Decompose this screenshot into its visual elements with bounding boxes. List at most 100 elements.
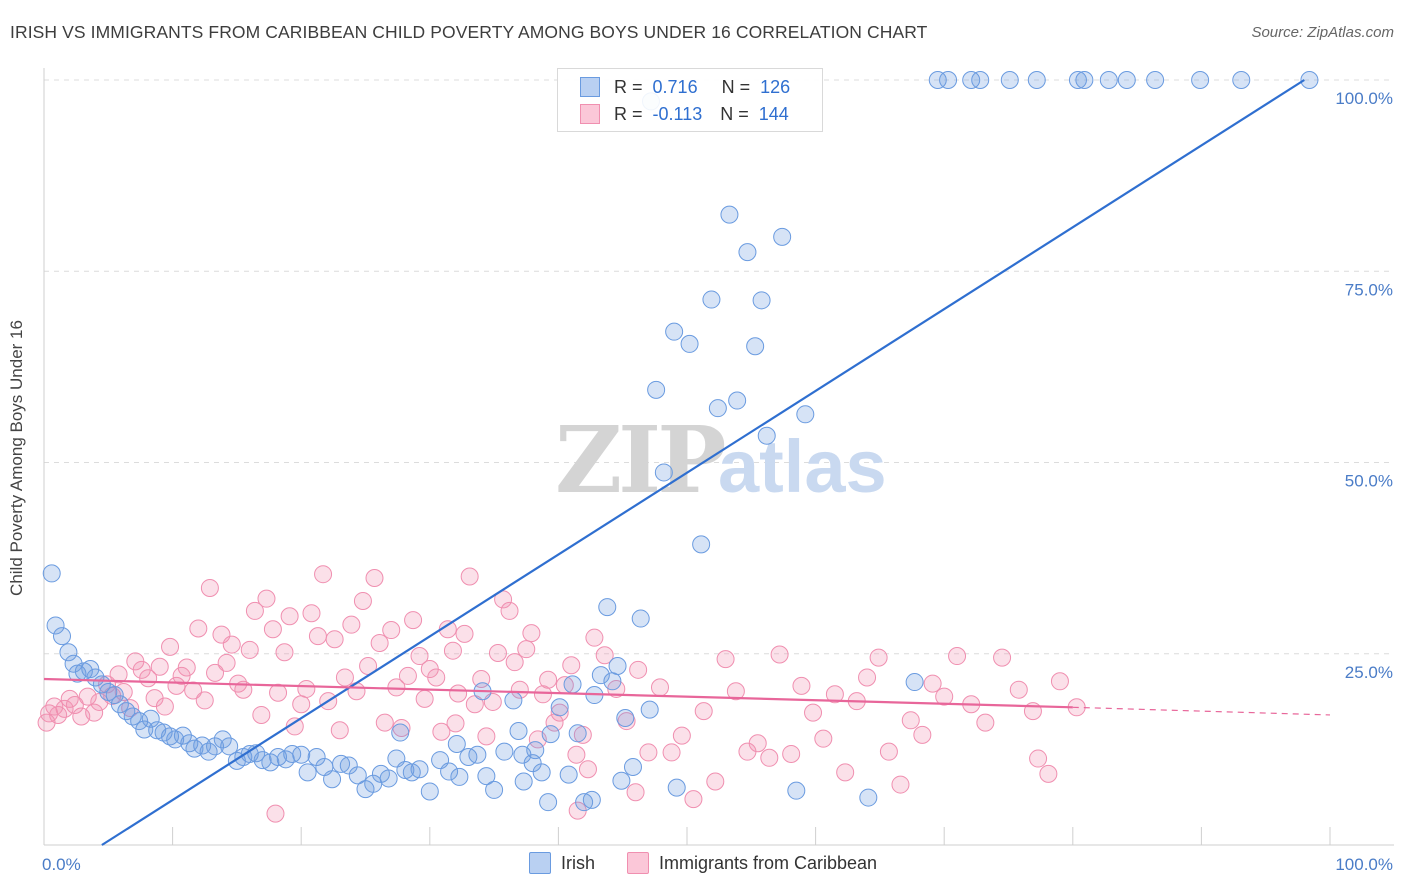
irish-point (1191, 71, 1210, 89)
irish-point (1000, 71, 1019, 89)
irish-point (64, 654, 83, 673)
irish-point (292, 745, 311, 764)
caribbean-point (240, 640, 259, 659)
caribbean-points (37, 565, 1086, 823)
irish-point (485, 780, 504, 799)
irish-point (1027, 71, 1046, 89)
irish-point (332, 754, 351, 773)
irish-point (738, 243, 757, 262)
irish-point (631, 609, 650, 628)
caribbean-point (161, 637, 180, 656)
irish-point (550, 698, 569, 717)
legend-caribbean-label: Immigrants from Caribbean (658, 852, 878, 873)
caribbean-trend-line (43, 677, 1073, 709)
caribbean-point (585, 628, 604, 647)
caribbean-point (252, 705, 271, 724)
caribbean-point (353, 591, 372, 610)
irish-point (591, 666, 610, 685)
watermark-atlas: atlas (718, 425, 887, 508)
caribbean-point (222, 635, 241, 654)
irish-point (568, 724, 587, 743)
irish-point (654, 463, 673, 482)
irish-point (307, 748, 326, 767)
caribbean-point (913, 725, 932, 744)
caribbean-point (804, 703, 823, 722)
irish-point (509, 722, 528, 741)
caribbean-point (308, 627, 327, 646)
legend-irish-swatch (528, 852, 551, 874)
caribbean-point (446, 714, 465, 733)
caribbean-point (443, 641, 462, 660)
caribbean-point (505, 653, 524, 672)
caribbean-point (370, 634, 389, 653)
caribbean-point (280, 607, 299, 626)
caribbean-point (629, 660, 648, 679)
caribbean-point (522, 624, 541, 643)
caribbean-point (415, 689, 434, 708)
irish-point (59, 643, 78, 662)
irish-point (348, 766, 367, 785)
caribbean-point (879, 742, 898, 761)
caribbean-point (726, 682, 745, 701)
legend-row-irish: R = 0.716 N = 126 (580, 75, 790, 99)
irish-point (859, 788, 878, 807)
caribbean-point (706, 772, 725, 791)
caribbean-point (347, 682, 366, 701)
irish-point (213, 730, 232, 749)
irish-point (495, 742, 514, 761)
caribbean-r-label: R = (614, 103, 643, 124)
irish-point (603, 672, 622, 691)
caribbean-point (1029, 749, 1048, 768)
y-tick-label: 25.0% (1345, 663, 1393, 682)
caribbean-point (639, 743, 658, 762)
caribbean-point (60, 689, 79, 708)
caribbean-point (760, 748, 779, 767)
caribbean-point (626, 783, 645, 802)
caribbean-point (539, 670, 558, 689)
caribbean-point (1039, 764, 1058, 783)
caribbean-point (257, 589, 276, 608)
caribbean-point (662, 743, 681, 762)
irish-point (796, 405, 815, 424)
caribbean-point (266, 804, 285, 823)
caribbean-r-value: -0.113 (652, 103, 703, 124)
irish-point (692, 535, 711, 554)
caribbean-point (365, 569, 384, 588)
chart-title: IRISH VS IMMIGRANTS FROM CARIBBEAN CHILD… (10, 22, 928, 42)
irish-point (283, 744, 302, 763)
irish-point (541, 725, 560, 744)
legend-caribbean-swatch (626, 852, 649, 874)
caribbean-point (792, 676, 811, 695)
caribbean-point (382, 621, 401, 640)
caribbean-point (342, 615, 361, 634)
irish-point (680, 334, 699, 353)
caribbean-point (716, 650, 735, 669)
caribbean-point (206, 663, 225, 682)
caribbean-point (269, 683, 288, 702)
irish-point (135, 720, 154, 739)
caribbean-point (477, 727, 496, 746)
caribbean-point (923, 674, 942, 693)
irish-r-value: 0.716 (652, 76, 698, 97)
irish-point (420, 782, 439, 801)
irish-point (539, 793, 558, 812)
irish-point (440, 762, 459, 781)
irish-point (939, 71, 958, 89)
legend-row-caribbean: R = -0.113 N = 144 (580, 102, 789, 126)
caribbean-point (335, 668, 354, 687)
irish-point (1099, 71, 1118, 89)
gridlines (44, 79, 1394, 655)
caribbean-point (398, 666, 417, 685)
irish-point (391, 723, 410, 742)
caribbean-point (533, 685, 552, 704)
irish-point (962, 71, 981, 89)
irish-point (971, 71, 990, 89)
irish-point (746, 337, 765, 356)
caribbean-point (672, 726, 691, 745)
irish-point (623, 757, 642, 776)
caribbean-point (217, 653, 236, 672)
irish-n-label: N = (721, 76, 751, 97)
caribbean-point (275, 643, 294, 662)
caribbean-point (1009, 680, 1028, 699)
